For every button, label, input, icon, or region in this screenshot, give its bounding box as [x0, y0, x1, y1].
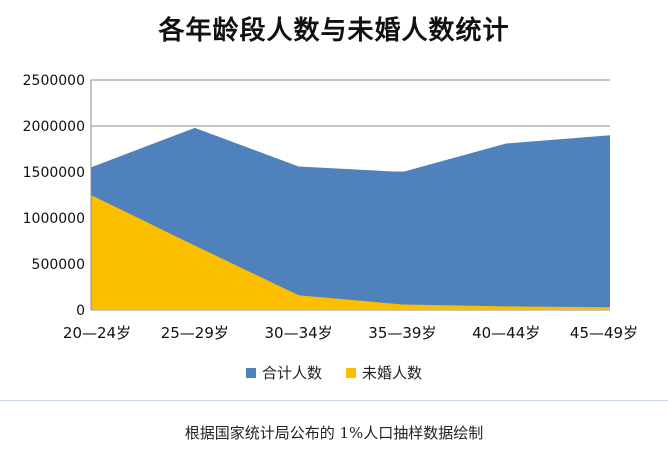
legend-item-unmarried: 未婚人数 [346, 362, 422, 383]
y-tick-label: 1000000 [23, 211, 85, 227]
y-tick-label: 2500000 [23, 73, 85, 89]
legend-swatch-unmarried [346, 367, 356, 378]
x-tick-label: 25—29岁 [161, 324, 229, 342]
x-tick-label: 35—39岁 [368, 324, 436, 342]
caption: 根据国家统计局公布的 1%人口抽样数据绘制 [184, 424, 484, 442]
x-tick-label: 20—24岁 [63, 324, 131, 342]
area-layer [90, 127, 611, 310]
legend-label-unmarried: 未婚人数 [362, 364, 423, 382]
legend-swatch-total [245, 367, 256, 378]
y-tick-label: 2000000 [23, 119, 85, 135]
chart-frame: 各年龄段人数与未婚人数统计 0 500000 1000000 1500000 20000… [0, 16, 668, 383]
legend-item-total: 合计人数 [245, 362, 322, 383]
x-tick-label: 30—34岁 [265, 324, 333, 342]
x-tick-label: 45—49岁 [570, 324, 638, 342]
divider [0, 400, 668, 401]
chart-title: 各年龄段人数与未婚人数统计 [158, 16, 510, 46]
y-tick-label: 500000 [32, 257, 85, 273]
area-unmarried [91, 195, 610, 310]
axis-layer: 0 500000 1000000 1500000 2000000 2500000 20—24… [23, 73, 638, 342]
y-tick-label: 0 [76, 303, 85, 319]
x-tick-label: 40—44岁 [472, 324, 540, 342]
plot-area: 0 500000 1000000 1500000 2000000 2500000 20—24… [23, 73, 638, 342]
legend: 合计人数 未婚人数 [0, 362, 668, 383]
y-tick-label: 1500000 [23, 165, 85, 181]
legend-label-total: 合计人数 [261, 364, 322, 382]
